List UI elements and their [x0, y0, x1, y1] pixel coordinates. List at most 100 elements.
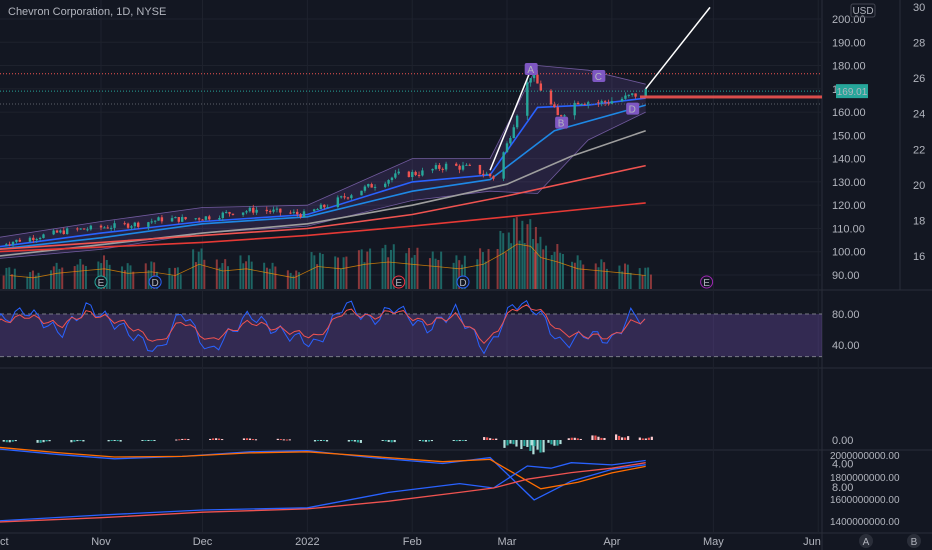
macd-histogram-bar [539, 440, 542, 453]
macd-histogram-bar [547, 440, 550, 443]
volume-bar [647, 267, 650, 289]
volume-bar [605, 268, 608, 289]
macd-histogram-bar [8, 440, 11, 443]
trendline [645, 6, 711, 90]
stochastic-k-line [0, 299, 646, 355]
macd-histogram-bar [509, 440, 512, 444]
candle-body [35, 239, 38, 241]
macd-histogram-bar [113, 440, 116, 441]
candle-body [197, 218, 201, 220]
volume-bar [221, 263, 224, 289]
macd-histogram-bar [455, 440, 458, 442]
macd-histogram-bar [48, 440, 51, 442]
bottom-button-B-bg[interactable] [907, 534, 921, 548]
candle-body [505, 143, 509, 153]
candle-body [153, 220, 157, 222]
volume-bar [571, 261, 574, 289]
candle-body [52, 230, 55, 235]
x-tick-6: Apr [603, 536, 620, 548]
red-level-band [640, 95, 822, 99]
macd-histogram-bar [503, 440, 506, 448]
candle-body [150, 221, 153, 223]
right-tick-4: 24 [913, 109, 925, 121]
obv-tick-2: 1800000000.00 [830, 473, 900, 484]
volume-bar [339, 268, 342, 289]
volume-bar [289, 272, 292, 289]
candle-body [360, 190, 363, 196]
volume-bar [381, 248, 384, 289]
candle-body [387, 180, 390, 184]
price-tick-5: 140.00 [832, 154, 866, 166]
volume-bar [573, 262, 576, 289]
candle-body [32, 237, 35, 241]
volume-bar [192, 249, 195, 289]
macd-tick-1: 4.00 [832, 459, 853, 471]
macd-histogram-bar [523, 440, 526, 447]
candle-body [556, 107, 559, 116]
currency-badge: USD [852, 6, 873, 17]
candle-body [515, 115, 519, 128]
macd-histogram-bar [116, 440, 119, 442]
macd-histogram-bar [325, 440, 329, 442]
volume-bar [82, 264, 85, 289]
macd-histogram-bar [618, 435, 621, 440]
macd-histogram-bar [14, 440, 17, 442]
candle-body [553, 104, 556, 108]
volume-bar [384, 244, 387, 289]
volume-bar [105, 259, 108, 289]
candle-body [289, 212, 292, 214]
candle-body [137, 222, 140, 227]
last-price-label: 169.01 [837, 87, 868, 98]
macd-histogram-bar [285, 439, 288, 441]
macd-histogram-bar [178, 439, 181, 441]
macd-histogram-bar [576, 438, 579, 440]
macd-histogram-bar [175, 439, 178, 441]
volume-bar [144, 263, 147, 289]
candle-body [79, 228, 82, 230]
macd-histogram-bar [579, 438, 582, 440]
volume-bar [600, 259, 603, 289]
candle-body [208, 216, 211, 220]
macd-histogram-bar [316, 440, 320, 441]
event-marker-label-2: E [395, 278, 402, 289]
candle-body [343, 196, 346, 198]
macd-histogram-bar [359, 440, 362, 443]
volume-bar [147, 270, 150, 289]
candle-body [76, 228, 79, 230]
volume-bar [389, 249, 392, 289]
candle-body [431, 168, 434, 171]
volume-bar [428, 258, 431, 289]
macd-histogram-bar [384, 440, 387, 442]
candle-body [411, 171, 414, 178]
candle-body [397, 171, 400, 174]
volume-bar [641, 275, 644, 289]
macd-histogram-bar [650, 436, 653, 440]
macd-histogram-bar [150, 440, 153, 441]
macd-histogram-bar [621, 437, 624, 440]
macd-histogram-bar [313, 440, 317, 442]
macd-histogram-bar [79, 440, 82, 441]
candle-body [82, 228, 86, 230]
event-marker-2 [392, 275, 406, 289]
bottom-button-A[interactable]: A [863, 537, 870, 548]
volume-bar [553, 251, 556, 289]
candle-body [113, 223, 116, 228]
moving-average-4 [0, 202, 646, 253]
macd-histogram-bar [215, 438, 218, 440]
volume-bar [108, 264, 111, 289]
candle-body [620, 98, 624, 102]
candle-body [394, 173, 397, 178]
candle-body [299, 214, 302, 218]
candle-body [312, 209, 316, 212]
volume-bar [545, 245, 548, 289]
candle-body [147, 222, 150, 227]
volume-bar [2, 275, 5, 289]
candle-body [417, 174, 421, 176]
bottom-button-B[interactable]: B [911, 537, 918, 548]
volume-bar [345, 256, 348, 289]
price-tick-3: 120.00 [832, 200, 866, 212]
bottom-button-A-bg[interactable] [859, 534, 873, 548]
volume-bar [532, 239, 535, 289]
